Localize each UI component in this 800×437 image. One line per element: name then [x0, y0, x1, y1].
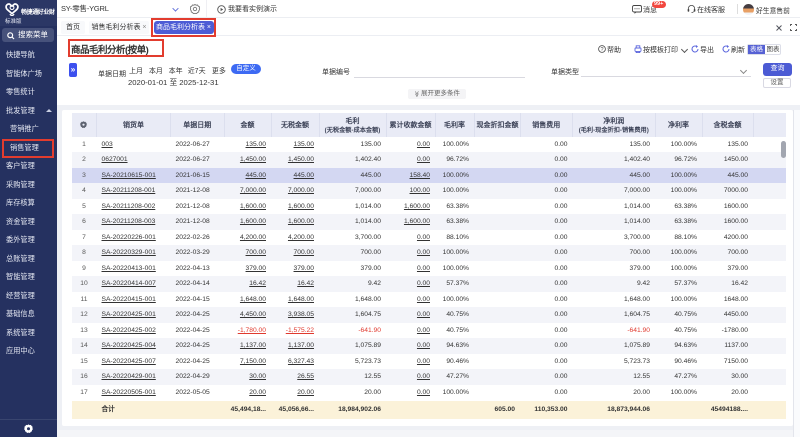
svg-text:?: ? [600, 47, 603, 53]
